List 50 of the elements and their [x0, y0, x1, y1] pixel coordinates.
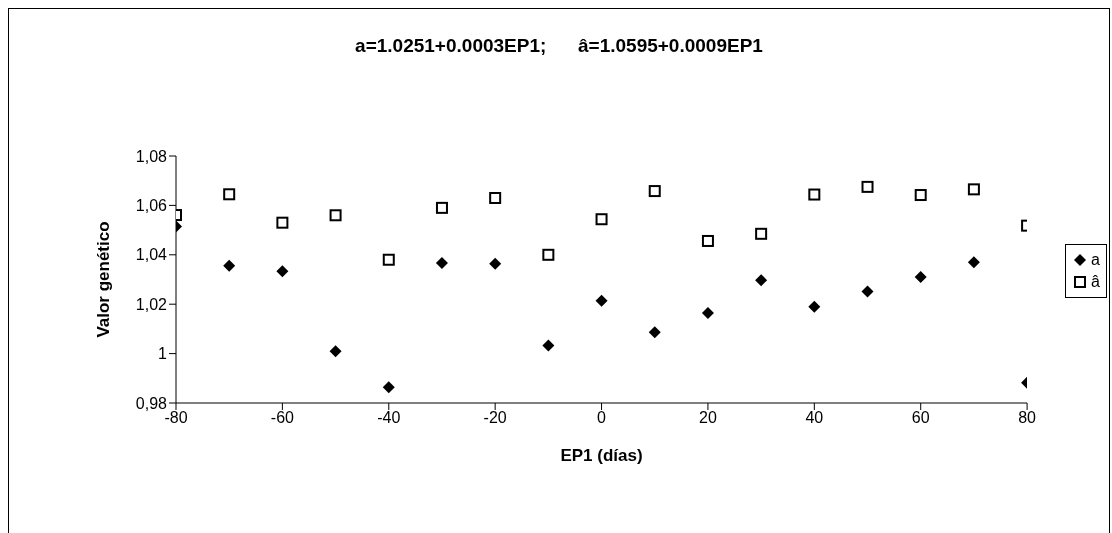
point — [808, 300, 821, 313]
legend-label: a — [1091, 250, 1100, 270]
y-tick-label: 1 — [158, 345, 168, 363]
point — [755, 227, 768, 240]
point — [914, 189, 927, 202]
y-axis-title: Valor genético — [94, 221, 114, 338]
y-tick-label: 1,06 — [135, 197, 168, 215]
point — [276, 265, 289, 278]
x-tick-label: -80 — [164, 409, 188, 427]
x-tick-label: 60 — [911, 409, 930, 427]
point — [329, 209, 342, 222]
point — [382, 381, 395, 394]
x-tick-label: -20 — [483, 409, 507, 427]
x-tick-label: -60 — [270, 409, 295, 427]
point — [701, 234, 714, 247]
point — [542, 248, 555, 261]
point — [595, 294, 608, 307]
point — [967, 256, 980, 269]
point — [223, 259, 236, 272]
point — [329, 345, 342, 358]
point — [382, 253, 395, 266]
y-tick-label: 1,04 — [135, 246, 168, 264]
x-axis-title: EP1 (días) — [560, 446, 643, 465]
point — [435, 201, 448, 214]
point — [542, 339, 555, 352]
y-tick-label: 0,98 — [135, 394, 168, 412]
point — [595, 213, 608, 226]
point — [808, 188, 821, 201]
point — [489, 257, 502, 270]
point — [435, 256, 448, 269]
point — [648, 326, 661, 339]
x-tick-label: -40 — [377, 409, 401, 427]
point — [648, 185, 661, 198]
point — [701, 307, 714, 320]
x-tick-label: 80 — [1018, 409, 1037, 427]
x-tick-label: 0 — [597, 409, 607, 427]
legend-label: â — [1091, 272, 1100, 292]
y-tick-label: 1,02 — [135, 295, 168, 313]
point — [276, 216, 289, 229]
point — [967, 183, 980, 196]
point — [861, 285, 874, 298]
point — [489, 191, 502, 204]
y-tick-label: 1,08 — [135, 147, 168, 165]
point — [223, 188, 236, 201]
point — [914, 271, 927, 284]
point — [861, 180, 874, 193]
chart-title: a=1.0251+0.0003EP1; â=1.0595+0.0009EP1 — [354, 35, 764, 57]
point — [755, 274, 768, 287]
x-tick-label: 20 — [699, 409, 717, 427]
x-tick-label: 40 — [805, 409, 824, 427]
